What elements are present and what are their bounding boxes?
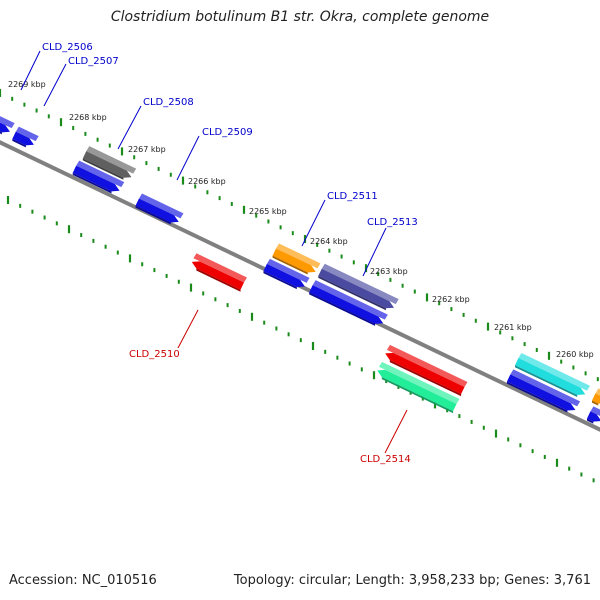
gene-label-cld-2506: CLD_2506 (42, 42, 93, 53)
gene-label-cld-2509: CLD_2509 (202, 127, 253, 138)
gene-cld-2513b (309, 280, 388, 326)
leader-cld-2513 (362, 227, 387, 277)
tick-label-2264: 2264 kbp (310, 237, 348, 246)
gene-cld-2513 (318, 263, 399, 311)
leader-cld-2507 (43, 63, 67, 107)
leader-cld-2508 (117, 105, 142, 150)
gene-cld-2506a (0, 116, 15, 135)
gene-cld-2511 (272, 243, 321, 275)
gene-cld-2508 (82, 146, 137, 180)
gene-label-cld-2507: CLD_2507 (68, 56, 119, 67)
tick-label-2263: 2263 kbp (370, 267, 408, 276)
label-leader-lines (20, 50, 408, 454)
leader-cld-2511 (301, 199, 326, 247)
gene-label-cld-2511: CLD_2511 (327, 191, 378, 202)
leader-cld-2509 (176, 135, 200, 181)
tick-label-2269: 2269 kbp (8, 80, 46, 89)
gene-label-cld-2510: CLD_2510 (129, 349, 180, 360)
map-title: Clostridium botulinum B1 str. Okra, comp… (110, 9, 490, 25)
gene-cld-2514a (385, 344, 468, 397)
gene-cld-2515 (514, 352, 591, 397)
gene-cld-2509 (135, 193, 184, 225)
gene-label-cld-2513: CLD_2513 (367, 217, 418, 228)
leader-cld-2510 (177, 309, 199, 349)
gene-cld-2515b (506, 369, 581, 413)
gene-cld-2508b (72, 160, 125, 194)
gene-cld-2516 (591, 388, 600, 406)
gene-labels: CLD_2506 CLD_2507 CLD_2508 CLD_2509 CLD_… (42, 42, 418, 465)
tick-label-2262: 2262 kbp (432, 295, 470, 304)
gene-cld-2516b (586, 406, 600, 424)
gene-cld-2506 (12, 126, 39, 148)
tick-label-2267: 2267 kbp (128, 145, 166, 154)
tick-label-2261: 2261 kbp (494, 323, 532, 332)
tick-label-2268: 2268 kbp (69, 113, 107, 122)
gene-features (0, 116, 600, 424)
gene-cld-2510 (191, 253, 247, 292)
gene-cld-2511b (263, 258, 310, 290)
tick-label-2265: 2265 kbp (249, 207, 287, 216)
tick-dot-rows (0, 89, 599, 483)
outer-tick-row (0, 89, 599, 382)
gene-label-cld-2508: CLD_2508 (143, 97, 194, 108)
leader-cld-2514 (384, 409, 408, 454)
gene-label-cld-2514: CLD_2514 (360, 454, 411, 465)
gene-cld-2514 (377, 361, 460, 414)
tick-label-2266: 2266 kbp (188, 177, 226, 186)
genome-summary-text: Topology: circular; Length: 3,958,233 bp… (233, 573, 591, 588)
tick-labels: 2269 kbp 2268 kbp 2267 kbp 2266 kbp 2265… (8, 80, 594, 359)
accession-text: Accession: NC_010516 (9, 573, 157, 588)
tick-label-2260: 2260 kbp (556, 350, 594, 359)
inner-tick-row (6, 196, 595, 483)
leader-cld-2506 (20, 50, 41, 91)
